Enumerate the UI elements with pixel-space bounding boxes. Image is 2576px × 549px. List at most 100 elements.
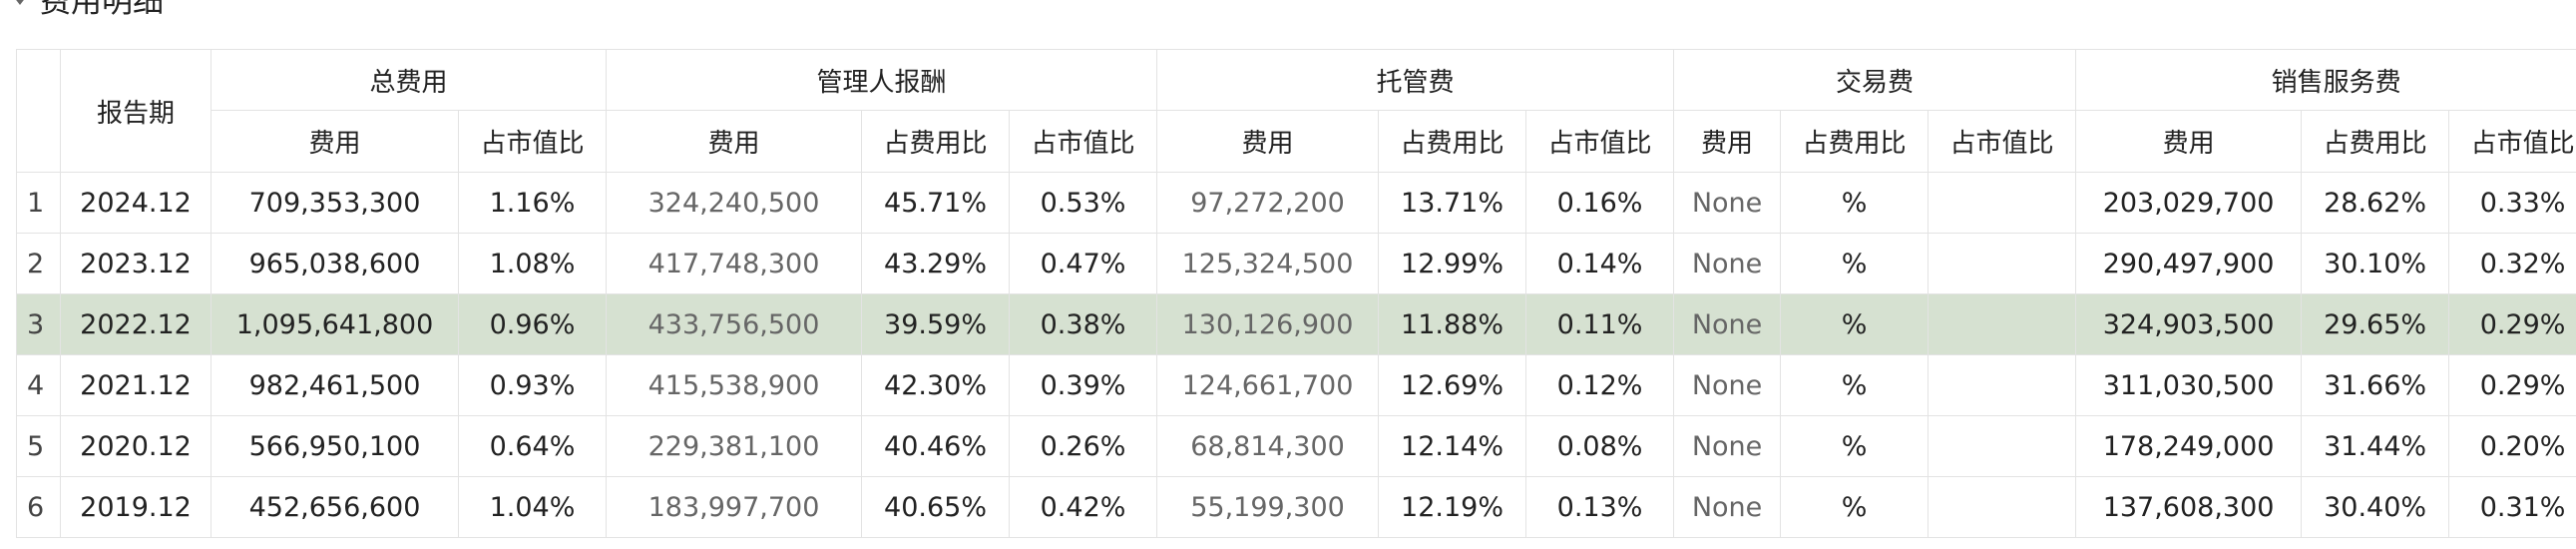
column-header[interactable]: 占市值比: [1009, 110, 1158, 173]
row-index-cell: 3: [16, 293, 61, 355]
table-cell: 31.44%: [2301, 415, 2450, 477]
table-cell: %: [1780, 172, 1930, 234]
table-cell: 0.29%: [2448, 293, 2576, 355]
table-row[interactable]: 4 2021.12 982,461,500 0.93% 415,538,900 42.30…: [16, 354, 2576, 416]
table-cell: 0.31%: [2448, 476, 2576, 538]
table-cell: 2023.12: [60, 233, 212, 294]
table-cell: 324,903,500: [2075, 293, 2303, 355]
table-cell: [1928, 476, 2077, 538]
table-cell: 982,461,500: [211, 354, 459, 416]
table-cell: 0.12%: [1525, 354, 1675, 416]
group-header[interactable]: 销售服务费: [2075, 49, 2576, 111]
table-cell: 0.11%: [1525, 293, 1675, 355]
table-cell: 0.14%: [1525, 233, 1675, 294]
table-cell: 0.26%: [1009, 415, 1158, 477]
table-cell: 433,756,500: [606, 293, 863, 355]
table-cell: 13.71%: [1378, 172, 1527, 234]
fee-detail-table: 报告期 总费用 管理人报酬 托管费 交易费 销售服务费 费用 占市值比 费用 占…: [16, 49, 2576, 538]
table-cell: 415,538,900: [606, 354, 863, 416]
table-row[interactable]: 5 2020.12 566,950,100 0.64% 229,381,100 40.46…: [16, 415, 2576, 477]
table-cell: 40.46%: [861, 415, 1011, 477]
table-cell: 39.59%: [861, 293, 1011, 355]
table-cell: [1928, 172, 2077, 234]
table-cell: 0.20%: [2448, 415, 2576, 477]
table-cell: 30.10%: [2301, 233, 2450, 294]
table-cell: 29.65%: [2301, 293, 2450, 355]
column-header[interactable]: 占费用比: [2301, 110, 2450, 173]
table-row[interactable]: 3 2022.12 1,095,641,800 0.96% 433,756,500 39.…: [16, 293, 2576, 355]
group-header[interactable]: 管理人报酬: [606, 49, 1158, 111]
table-cell: [1928, 293, 2077, 355]
column-header[interactable]: 占费用比: [861, 110, 1011, 173]
column-header[interactable]: 占费用比: [1378, 110, 1527, 173]
group-header[interactable]: 交易费: [1673, 49, 2077, 111]
table-cell: %: [1780, 293, 1930, 355]
column-header[interactable]: 报告期: [60, 49, 212, 173]
table-cell: 203,029,700: [2075, 172, 2303, 234]
table-cell: None: [1673, 172, 1782, 234]
table-cell: 178,249,000: [2075, 415, 2303, 477]
table-cell: 124,661,700: [1156, 354, 1380, 416]
table-cell: 40.65%: [861, 476, 1011, 538]
table-cell: 1.16%: [457, 172, 608, 234]
column-header[interactable]: 费用: [1156, 110, 1380, 173]
table-cell: None: [1673, 233, 1782, 294]
table-cell: None: [1673, 354, 1782, 416]
table-cell: 0.32%: [2448, 233, 2576, 294]
section-title: 费用明细: [40, 0, 164, 19]
table-cell: 417,748,300: [606, 233, 863, 294]
table-cell: 311,030,500: [2075, 354, 2303, 416]
table-body: 1 2024.12 709,353,300 1.16% 324,240,500 45.71…: [16, 172, 2576, 538]
row-index-cell: 2: [16, 233, 61, 294]
table-cell: 1.08%: [457, 233, 608, 294]
column-header[interactable]: 占市值比: [2448, 110, 2576, 173]
table-cell: 0.39%: [1009, 354, 1158, 416]
table-cell: 68,814,300: [1156, 415, 1380, 477]
table-cell: 31.66%: [2301, 354, 2450, 416]
column-header[interactable]: 占市值比: [457, 110, 608, 173]
table-row[interactable]: 6 2019.12 452,656,600 1.04% 183,997,700 40.65…: [16, 476, 2576, 538]
table-cell: 2019.12: [60, 476, 212, 538]
table-cell: 45.71%: [861, 172, 1011, 234]
table-cell: 2022.12: [60, 293, 212, 355]
table-row[interactable]: 1 2024.12 709,353,300 1.16% 324,240,500 45.71…: [16, 172, 2576, 234]
table-cell: 709,353,300: [211, 172, 459, 234]
row-index-cell: 6: [16, 476, 61, 538]
table-cell: 229,381,100: [606, 415, 863, 477]
table-cell: 0.47%: [1009, 233, 1158, 294]
group-header[interactable]: 托管费: [1156, 49, 1675, 111]
table-cell: 0.96%: [457, 293, 608, 355]
section-header[interactable]: 费用明细: [10, 0, 164, 19]
column-header[interactable]: 费用: [606, 110, 863, 173]
table-cell: 452,656,600: [211, 476, 459, 538]
column-header[interactable]: 费用: [211, 110, 459, 173]
column-header[interactable]: 占市值比: [1928, 110, 2077, 173]
table-cell: %: [1780, 415, 1930, 477]
table-cell: None: [1673, 293, 1782, 355]
table-cell: 566,950,100: [211, 415, 459, 477]
table-cell: 1,095,641,800: [211, 293, 459, 355]
group-header-row: 报告期 总费用 管理人报酬 托管费 交易费 销售服务费: [16, 49, 2576, 173]
table-cell: 324,240,500: [606, 172, 863, 234]
column-header[interactable]: 占市值比: [1525, 110, 1675, 173]
table-cell: %: [1780, 233, 1930, 294]
table-cell: [1928, 233, 2077, 294]
table-cell: 2024.12: [60, 172, 212, 234]
row-index-header: [16, 49, 61, 173]
table-cell: 0.53%: [1009, 172, 1158, 234]
group-header[interactable]: 总费用: [210, 49, 608, 111]
table-cell: 125,324,500: [1156, 233, 1380, 294]
column-header[interactable]: 费用: [1673, 110, 1782, 173]
table-cell: 43.29%: [861, 233, 1011, 294]
table-cell: 0.38%: [1009, 293, 1158, 355]
table-cell: 0.64%: [457, 415, 608, 477]
table-row[interactable]: 2 2023.12 965,038,600 1.08% 417,748,300 43.29…: [16, 233, 2576, 294]
table-cell: 12.14%: [1378, 415, 1527, 477]
table-cell: %: [1780, 476, 1930, 538]
table-cell: 290,497,900: [2075, 233, 2303, 294]
table-cell: 55,199,300: [1156, 476, 1380, 538]
table-cell: 0.93%: [457, 354, 608, 416]
caret-down-icon[interactable]: [10, 0, 30, 5]
column-header[interactable]: 费用: [2075, 110, 2303, 173]
column-header[interactable]: 占费用比: [1780, 110, 1930, 173]
